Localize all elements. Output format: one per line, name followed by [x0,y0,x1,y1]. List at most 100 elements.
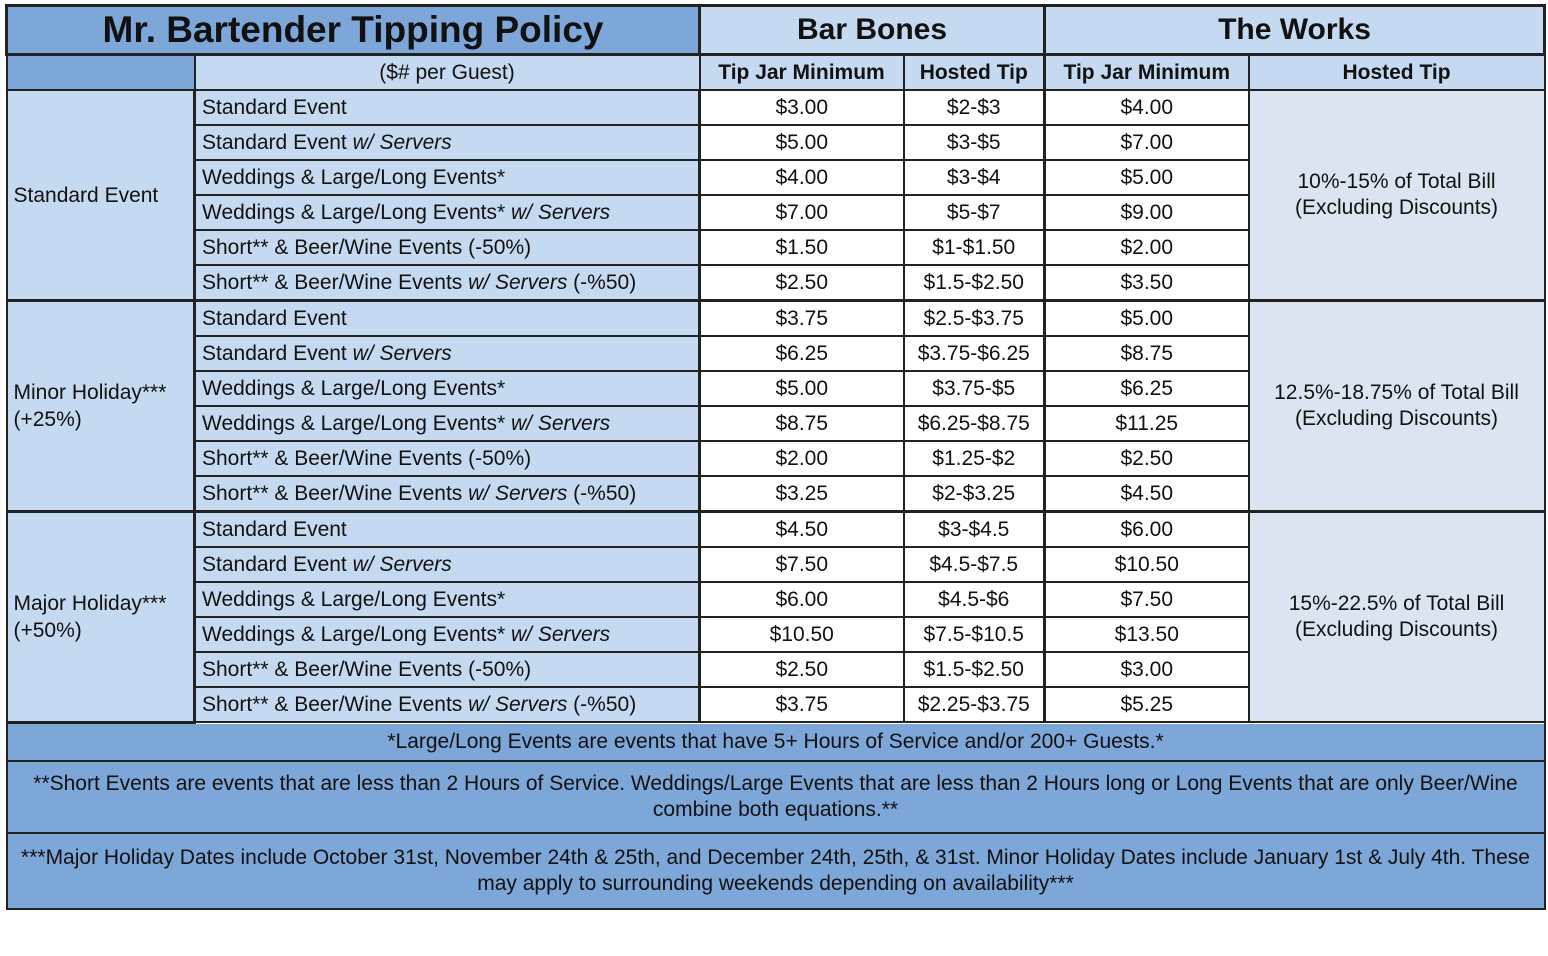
bb-tip-jar-value: $5.00 [698,370,905,407]
table-row: Standard Event w/ Servers $6.25 $3.75-$6.2… [7,335,1545,372]
footnote-large-events: *Large/Long Events are events that have … [5,721,1546,762]
event-type-label: Weddings & Large/Long Events* [202,622,506,646]
event-type-cell: Weddings & Large/Long Events* w/ Servers [193,405,701,442]
table-row: Weddings & Large/Long Events* $4.00 $3-$4 $… [7,159,1545,196]
column-header-tw-tip-jar: Tip Jar Minimum [1043,53,1250,91]
bb-tip-jar-value: $8.75 [698,405,905,442]
hosted-tip-percentage: 15%-22.5% of Total Bill [1288,592,1505,615]
tw-tip-jar-value: $13.50 [1043,616,1250,653]
column-header-bb-hosted-tip: Hosted Tip [902,53,1047,91]
bb-hosted-tip-value: $1-$1.50 [902,229,1047,266]
event-type-label: Weddings & Large/Long Events* [202,165,506,189]
bb-tip-jar-value: $4.50 [698,510,905,548]
event-type-cell: Short** & Beer/Wine Events (-50%) [193,229,701,266]
bb-hosted-tip-value: $4.5-$7.5 [902,546,1047,583]
category-cell: Major Holiday*** (+50%) [5,510,196,724]
tw-tip-jar-value: $2.50 [1043,440,1250,477]
event-type-cell: Standard Event w/ Servers [193,335,701,372]
table-row: Short** & Beer/Wine Events (-50%) $2.50 $1… [7,651,1545,688]
hosted-tip-percentage: 12.5%-18.75% of Total Bill [1274,381,1519,404]
discount-note: (-50%) [468,446,532,470]
bb-hosted-tip-value: $6.25-$8.75 [902,405,1047,442]
tw-tip-jar-value: $3.50 [1043,264,1250,302]
bb-tip-jar-value: $10.50 [698,616,905,653]
tw-tip-jar-value: $7.00 [1043,124,1250,161]
event-type-cell: Short** & Beer/Wine Events (-50%) [193,651,701,688]
tipping-policy-sheet: Mr. Bartender Tipping Policy Bar Bones T… [5,4,1547,910]
event-type-label: Weddings & Large/Long Events* [202,587,506,611]
servers-qualifier: w/ Servers [511,411,611,435]
table-row: Standard Event Standard Event $3.00 $2-$3 $4… [5,89,1546,302]
event-type-cell: Weddings & Large/Long Events* [193,370,701,407]
bb-hosted-tip-value: $7.5-$10.5 [902,616,1047,653]
servers-qualifier: w/ Servers [468,692,568,716]
tw-tip-jar-value: $9.00 [1043,194,1250,231]
column-header-tw-hosted-tip: Hosted Tip [1247,53,1546,91]
table-row: Standard Event w/ Servers $7.50 $4.5-$7.5 $… [7,546,1545,583]
tw-tip-jar-value: $5.25 [1043,686,1250,723]
table-row: Weddings & Large/Long Events* $6.00 $4.5-$… [7,581,1545,618]
tw-tip-jar-value: $6.00 [1043,510,1250,548]
page-title: Mr. Bartender Tipping Policy [5,4,701,56]
event-type-label: Standard Event [202,95,347,119]
table-row: Major Holiday*** (+50%) Standard Event $4.5… [5,510,1546,724]
bb-hosted-tip-value: $1.5-$2.50 [902,264,1047,302]
bb-tip-jar-value: $1.50 [698,229,905,266]
event-type-cell: Standard Event [193,89,701,126]
table-row: Short** & Beer/Wine Events w/ Servers (-… [7,475,1545,513]
table-row: Weddings & Large/Long Events* w/ Servers… [7,616,1545,653]
hosted-tip-note: (Excluding Discounts) [1294,196,1499,219]
category-label: Major Holiday*** [13,591,167,615]
event-type-label: Standard Event [202,341,347,365]
bb-hosted-tip-value: $3-$4.5 [902,510,1047,548]
event-type-label: Weddings & Large/Long Events* [202,376,506,400]
table-row: Weddings & Large/Long Events* w/ Servers… [7,405,1545,442]
tw-hosted-tip-cell: 10%-15% of Total Bill (Excluding Discount… [1247,89,1546,302]
hosted-tip-note: (Excluding Discounts) [1294,407,1499,430]
bb-hosted-tip-value: $2.25-$3.75 [902,686,1047,723]
servers-qualifier: w/ Servers [352,341,452,365]
footnote-row: *Large/Long Events are events that have … [5,721,1546,762]
event-type-label: Short** & Beer/Wine Events [202,270,463,294]
servers-qualifier: w/ Servers [352,552,452,576]
discount-note: (-%50) [573,481,637,505]
tw-tip-jar-value: $8.75 [1043,335,1250,372]
bb-tip-jar-value: $7.50 [698,546,905,583]
footnote-row: **Short Events are events that are less … [5,759,1546,834]
bb-tip-jar-value: $2.50 [698,264,905,302]
event-type-cell: Standard Event w/ Servers [193,546,701,583]
event-type-label: Standard Event [202,517,347,541]
event-type-cell: Standard Event [193,510,701,548]
column-header-bb-tip-jar: Tip Jar Minimum [698,53,905,91]
bb-tip-jar-value: $6.25 [698,335,905,372]
unit-note: ($# per Guest) [193,53,701,91]
table-row: Short** & Beer/Wine Events w/ Servers (-… [7,686,1545,723]
tw-tip-jar-value: $6.25 [1043,370,1250,407]
bb-tip-jar-value: $3.25 [698,475,905,513]
table-row: Short** & Beer/Wine Events w/ Servers (-… [7,264,1545,302]
title-row: Mr. Bartender Tipping Policy Bar Bones T… [5,4,1547,56]
bb-hosted-tip-value: $4.5-$6 [902,581,1047,618]
servers-qualifier: w/ Servers [468,481,568,505]
event-type-label: Short** & Beer/Wine Events [202,657,463,681]
package-header-bar-bones: Bar Bones [697,4,1047,56]
bb-hosted-tip-value: $3.75-$5 [902,370,1047,407]
tw-tip-jar-value: $4.00 [1043,89,1250,126]
category-adjustment: (+50%) [13,618,82,642]
footnote-holiday-dates: ***Major Holiday Dates include October 3… [5,831,1546,910]
bb-hosted-tip-value: $2.5-$3.75 [902,299,1047,337]
discount-note: (-%50) [573,692,637,716]
header-blank-cell [5,53,196,91]
servers-qualifier: w/ Servers [511,622,611,646]
event-type-cell: Short** & Beer/Wine Events (-50%) [193,440,701,477]
discount-note: (-50%) [468,235,532,259]
hosted-tip-note: (Excluding Discounts) [1294,618,1499,641]
table-row: Short** & Beer/Wine Events (-50%) $1.50 $1… [7,229,1545,266]
discount-note: (-%50) [573,270,637,294]
category-adjustment: (+25%) [13,408,82,431]
event-type-label: Standard Event [202,306,347,330]
bb-tip-jar-value: $6.00 [698,581,905,618]
package-header-the-works: The Works [1043,4,1547,56]
event-type-cell: Short** & Beer/Wine Events w/ Servers (-… [193,264,701,302]
event-type-cell: Short** & Beer/Wine Events w/ Servers (-… [193,475,701,513]
